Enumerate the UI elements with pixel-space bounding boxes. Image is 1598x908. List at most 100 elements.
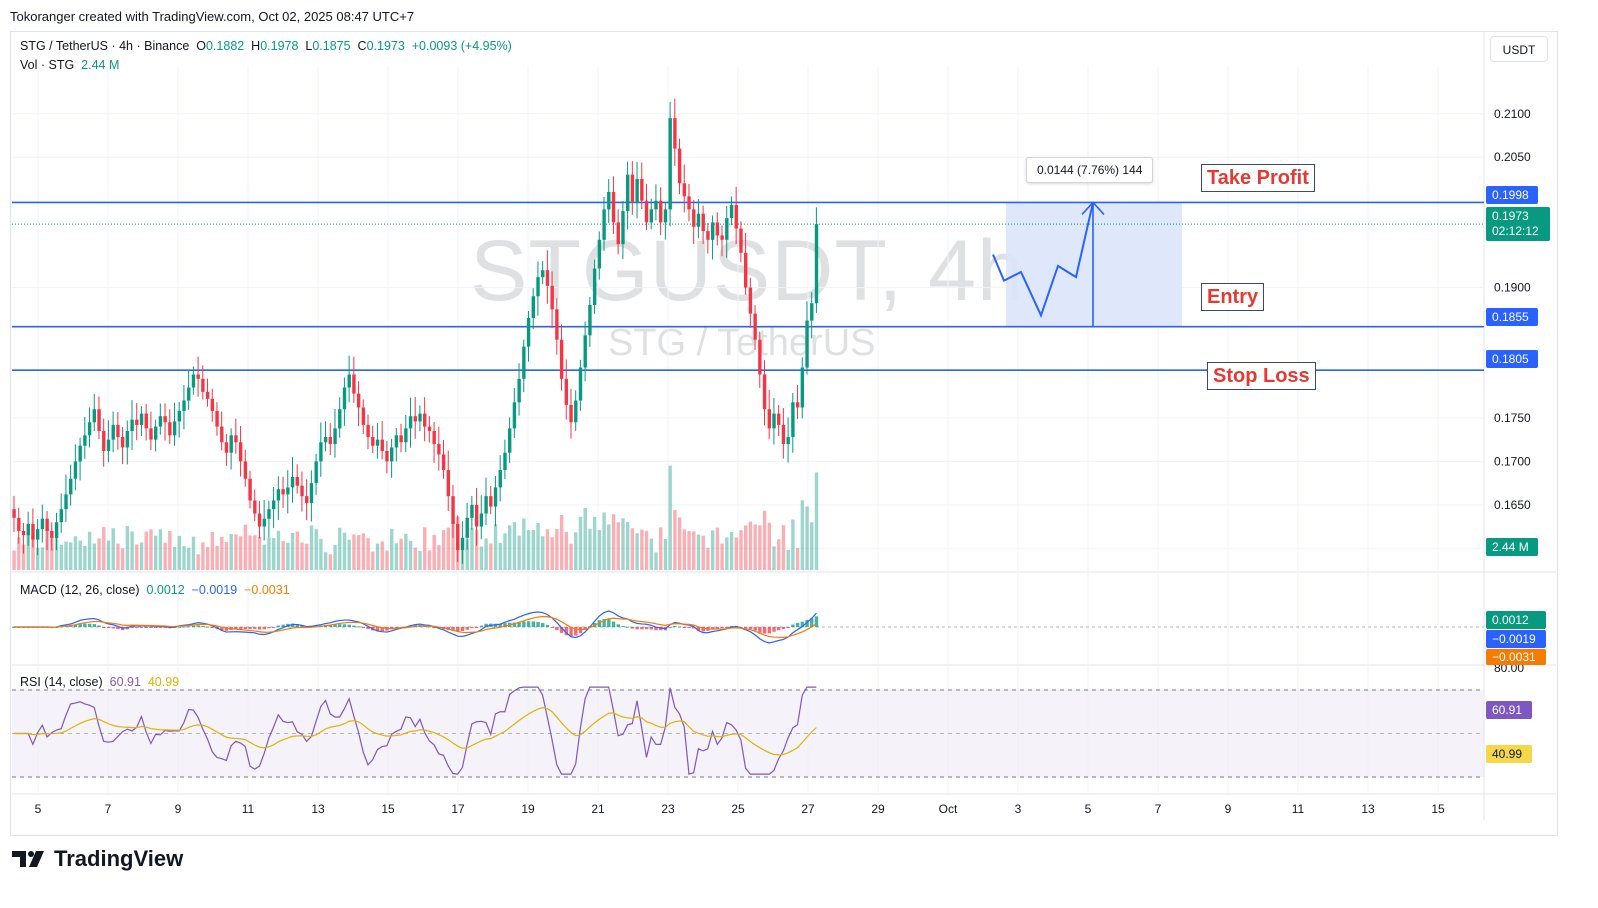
x-tick-label: 7: [1155, 802, 1162, 816]
candle-body: [144, 413, 148, 429]
candle-body: [465, 517, 469, 538]
candle-body: [446, 470, 451, 497]
macd-histogram-bar: [626, 626, 630, 628]
volume-bar: [111, 528, 115, 570]
watermark-name: STG / TetherUS: [608, 322, 876, 364]
x-tick-label: 5: [1085, 802, 1092, 816]
macd-histogram-bar: [361, 627, 366, 628]
volume-bar: [40, 547, 45, 570]
candle-body: [767, 409, 771, 429]
macd-histogram-bar: [408, 625, 413, 627]
stop-loss-label[interactable]: Stop Loss: [1207, 362, 1316, 390]
volume-bar: [347, 539, 351, 570]
volume-bar: [668, 465, 672, 570]
candle-body: [630, 174, 635, 203]
macd-histogram-bar: [111, 627, 115, 629]
candle-body: [550, 285, 554, 310]
volume-bar: [272, 538, 276, 570]
candle-body: [739, 228, 743, 253]
volume-bar: [158, 529, 163, 570]
candle-body: [338, 409, 342, 429]
macd-histogram-bar: [139, 627, 144, 628]
candle-body: [87, 422, 92, 436]
volume-bar: [673, 510, 677, 570]
macd-histogram-bar: [257, 627, 262, 630]
macd-legend: MACD (12, 26, close) 0.0012 −0.0019 −0.0…: [20, 583, 290, 597]
macd-histogram-bar: [564, 627, 569, 636]
volume-bar: [229, 534, 233, 570]
volume-bar: [92, 543, 97, 570]
volume-bar: [36, 547, 40, 570]
macd-histogram-bar: [673, 625, 677, 627]
candle-body: [191, 374, 196, 388]
volume-bar: [116, 543, 120, 570]
macd-histogram-bar: [92, 624, 97, 627]
volume-bar: [588, 528, 592, 570]
candle-body: [408, 416, 413, 429]
volume-bar: [555, 529, 559, 570]
volume-bar: [696, 534, 701, 570]
x-tick-label: 15: [381, 802, 395, 816]
candle-body: [305, 496, 309, 504]
macd-histogram-bar: [201, 625, 205, 627]
measure-tooltip: 0.0144 (7.76%) 144: [1026, 157, 1154, 183]
candle-body: [706, 231, 710, 240]
volume-bar: [508, 525, 512, 570]
macd-histogram-bar: [541, 623, 545, 627]
candle-body: [498, 470, 502, 488]
volume-bar: [559, 514, 564, 570]
candle-body: [300, 485, 304, 497]
volume-bar: [399, 538, 403, 570]
macd-histogram-bar: [83, 623, 87, 627]
entry-label[interactable]: Entry: [1201, 283, 1265, 311]
candle-body: [215, 410, 219, 427]
candle-body: [762, 374, 767, 410]
volume-bar: [423, 527, 427, 570]
candle-body: [177, 410, 181, 422]
measure-arrow-head: [1081, 201, 1105, 215]
candle-body: [559, 339, 564, 379]
macd-histogram-bar: [333, 624, 337, 627]
macd-signal-value: −0.0031: [244, 583, 290, 597]
candle-body: [569, 404, 573, 423]
volume-bar: [243, 524, 248, 570]
volume-bar: [710, 530, 715, 570]
rsi-title: RSI (14, close): [20, 675, 103, 689]
x-tick-label: 9: [175, 802, 182, 816]
volume-bar: [432, 534, 436, 570]
macd-histogram-bar: [479, 625, 484, 627]
candle-body: [611, 192, 616, 223]
macd-histogram-bar: [281, 624, 285, 627]
take-profit-label[interactable]: Take Profit: [1201, 164, 1315, 192]
tradingview-logo[interactable]: TradingView: [12, 846, 183, 872]
macd-histogram-bar: [692, 627, 696, 629]
macd-histogram-bar: [805, 619, 809, 627]
volume-price-label: 2.44 M: [1486, 538, 1538, 556]
macd-histogram-bar: [220, 627, 224, 631]
macd-histogram-bar: [715, 627, 720, 629]
x-tick-label: 25: [731, 802, 745, 816]
volume-bar: [73, 536, 78, 570]
macd-histogram-bar: [163, 627, 167, 628]
volume-bar: [130, 531, 134, 570]
rsi-ma-label: 40.99: [1486, 745, 1532, 763]
volume-bar: [59, 544, 63, 570]
volume-bar: [739, 530, 743, 570]
candle-body: [69, 478, 73, 495]
x-tick-label: 29: [871, 802, 885, 816]
candle-body: [333, 428, 337, 444]
candle-body: [168, 422, 172, 436]
currency-button[interactable]: USDT: [1490, 36, 1548, 62]
volume-bar: [574, 532, 578, 570]
volume-bar: [375, 543, 380, 570]
volume-bar: [517, 535, 521, 570]
candle-body: [31, 523, 35, 540]
candle-body: [493, 487, 498, 507]
volume-bar: [262, 544, 266, 570]
candle-body: [163, 416, 167, 423]
volume-bar: [772, 546, 776, 570]
macd-histogram-bar: [810, 618, 814, 627]
macd-histogram-bar: [621, 626, 625, 628]
projection-path: [992, 202, 1094, 319]
